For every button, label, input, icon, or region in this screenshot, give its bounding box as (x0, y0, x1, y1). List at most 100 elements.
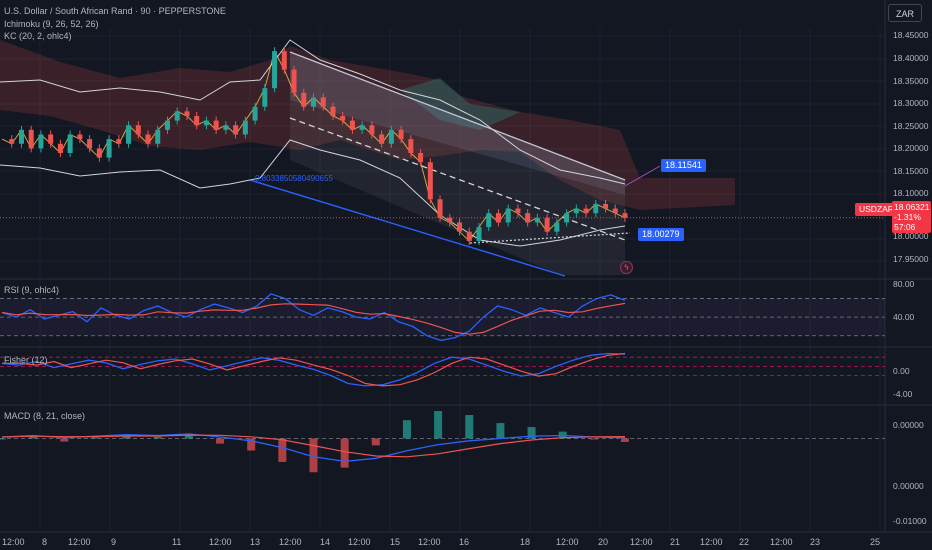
y-label: 80.00 (893, 279, 915, 289)
candle (466, 231, 472, 241)
regression-channel (290, 52, 625, 195)
price-change: -1.31% (894, 212, 921, 222)
candle (447, 217, 453, 223)
y-label: 40.00 (893, 312, 915, 322)
kc-legend[interactable]: KC (20, 2, ohlc4) (4, 31, 72, 41)
y-label: 0.00 (893, 366, 910, 376)
candle (233, 125, 239, 135)
macd-legend[interactable]: MACD (8, 21, close) (4, 411, 86, 421)
macd-histogram-bar (527, 427, 536, 439)
macd-histogram-bar (371, 438, 380, 446)
candle (573, 208, 579, 214)
x-label: 14 (320, 537, 331, 547)
candle (603, 203, 609, 209)
candle (9, 139, 15, 144)
ichimoku-legend[interactable]: Ichimoku (9, 26, 52, 26) (4, 19, 99, 29)
macd-histogram-bar (184, 435, 193, 439)
x-label: 18 (520, 537, 531, 547)
x-label: 22 (739, 537, 750, 547)
x-label: 12:00 (209, 537, 232, 547)
macd-histogram-bar (589, 438, 598, 440)
y-label: 18.40000 (893, 53, 929, 63)
macd-histogram-bar (153, 436, 162, 439)
candle (437, 199, 443, 218)
candle (564, 213, 570, 223)
macd-histogram-bar (309, 438, 318, 473)
y-label: 0.00000 (893, 420, 924, 430)
keltner-lower (0, 139, 626, 247)
candle (57, 143, 63, 153)
currency-button[interactable]: ZAR (888, 4, 922, 22)
fisher-trigger-line (2, 352, 626, 387)
regression-channel (290, 52, 625, 275)
candle (38, 134, 44, 149)
candle (330, 106, 336, 116)
candle (262, 88, 268, 107)
macd-histogram-bar (402, 420, 411, 439)
macd-histogram-bar (60, 438, 69, 442)
x-label: 12:00 (68, 537, 91, 547)
last-price: 18.06321 (894, 202, 930, 212)
x-label: 16 (459, 537, 470, 547)
target-dotted-line (469, 232, 631, 244)
candle (457, 222, 463, 232)
candle (223, 125, 229, 130)
macd-line (1, 433, 626, 463)
candle (486, 213, 492, 228)
macd-histogram-bar (465, 415, 474, 439)
candle (311, 97, 316, 107)
rsi-line (1, 293, 626, 342)
x-label: 12:00 (700, 537, 723, 547)
macd-signal-line (1, 434, 626, 458)
y-label: -4.00 (893, 389, 913, 399)
candle (272, 51, 278, 89)
candle (252, 106, 258, 121)
macd-histogram-bar (91, 437, 100, 439)
candle (612, 208, 618, 214)
symbol-box: USDZAR (855, 203, 898, 216)
candle (77, 134, 83, 140)
lower-target-box: 18.00279 (638, 228, 684, 241)
x-label: 25 (870, 537, 881, 547)
candle (320, 97, 326, 107)
macd-histogram-bar (247, 438, 256, 451)
candle (525, 213, 531, 223)
x-label: 9 (111, 537, 117, 547)
fisher-line (1, 352, 626, 387)
candle (622, 213, 628, 218)
y-label: -0.01000 (893, 516, 927, 526)
fib-label: 0.8033850580490655 (255, 174, 333, 183)
candle (349, 120, 355, 130)
candle (194, 115, 200, 126)
candle (96, 148, 102, 158)
x-label: 21 (670, 537, 681, 547)
x-label: 12:00 (279, 537, 302, 547)
x-label: 11 (172, 537, 182, 547)
candle (174, 111, 180, 121)
candle (388, 129, 394, 144)
bolt-icon[interactable]: ϟ (620, 261, 633, 274)
candle (126, 125, 132, 144)
candle (544, 217, 550, 232)
macd-histogram-bar (434, 411, 443, 439)
macd-histogram-bar (340, 438, 349, 468)
x-label: 12:00 (770, 537, 793, 547)
candle (135, 125, 141, 135)
macd-histogram-bar (29, 436, 38, 439)
candle (164, 120, 170, 130)
candle (203, 120, 209, 126)
candle (87, 139, 93, 149)
fisher-legend[interactable]: Fisher (12) (4, 355, 48, 365)
x-label: 23 (810, 537, 821, 547)
macd-histogram-bar (216, 438, 225, 444)
keltner-upper (0, 39, 626, 185)
last-price-box: 18.06321 -1.31% 57:06 (892, 201, 932, 233)
y-label: 18.15000 (893, 166, 929, 176)
rsi-signal-line (1, 302, 626, 335)
y-label: 0.00000 (893, 481, 924, 491)
candle (155, 129, 161, 144)
candle (28, 129, 34, 149)
candle (427, 162, 433, 200)
rsi-legend[interactable]: RSI (9, ohlc4) (4, 285, 60, 295)
